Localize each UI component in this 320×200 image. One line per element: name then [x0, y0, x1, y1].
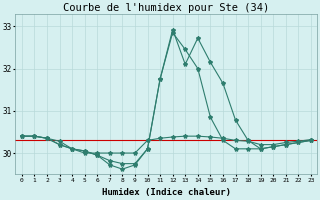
Title: Courbe de l'humidex pour Ste (34): Courbe de l'humidex pour Ste (34): [63, 3, 269, 13]
X-axis label: Humidex (Indice chaleur): Humidex (Indice chaleur): [102, 188, 231, 197]
